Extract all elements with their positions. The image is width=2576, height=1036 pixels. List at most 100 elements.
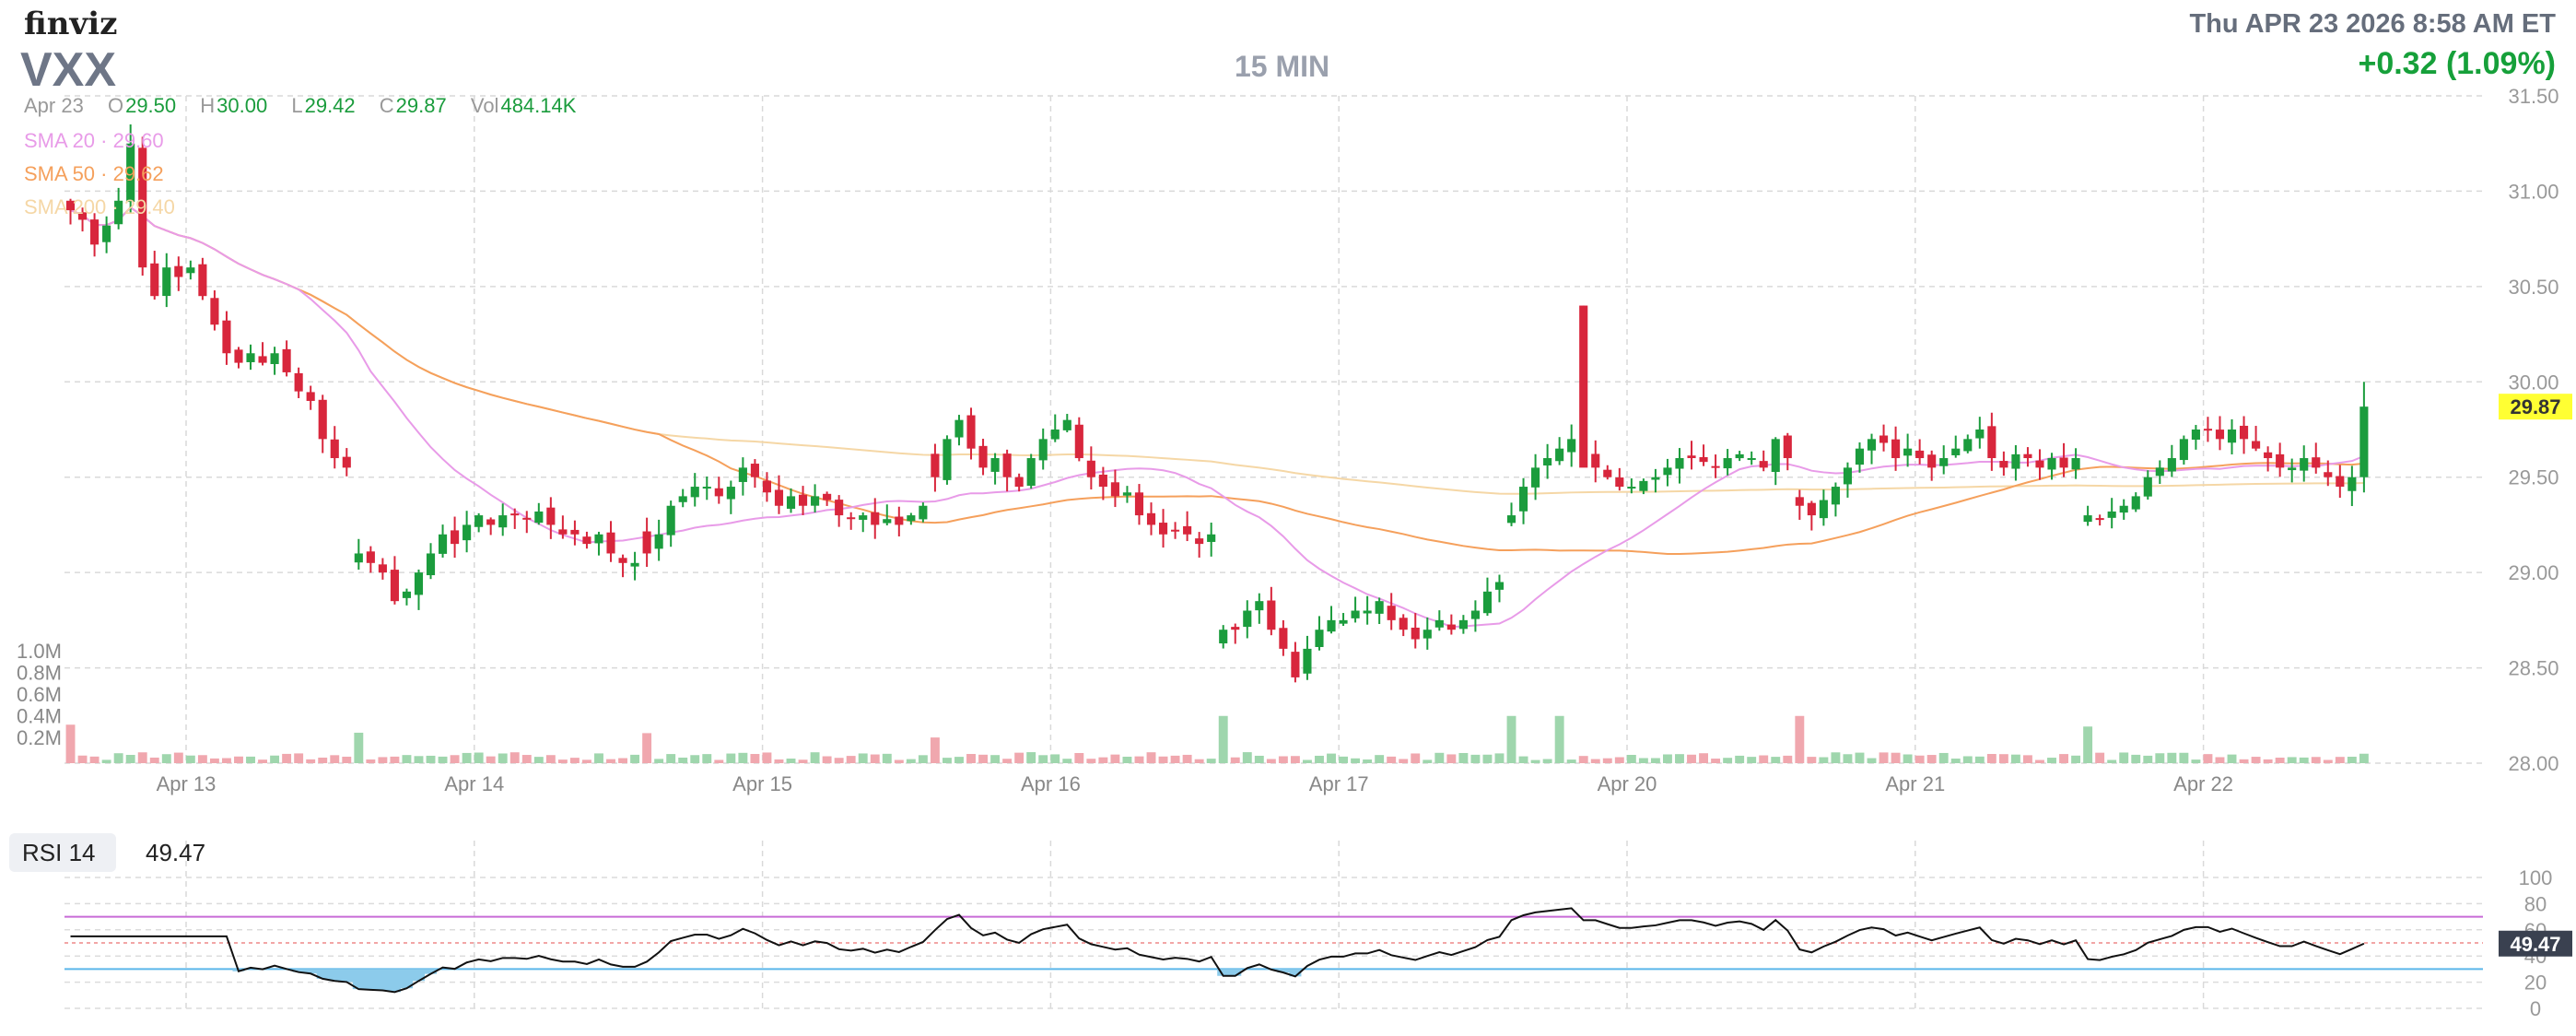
- candle: [750, 459, 759, 489]
- volume-bar: [2107, 759, 2117, 763]
- candle: [2179, 435, 2188, 465]
- candle-body: [1158, 523, 1168, 535]
- candle: [774, 475, 784, 514]
- candle-body: [919, 505, 928, 520]
- open-label: O: [107, 94, 124, 117]
- volume-bar: [954, 757, 964, 763]
- volume-bar: [1062, 759, 1072, 763]
- candle-body: [522, 517, 532, 520]
- candle: [150, 251, 159, 300]
- volume-bar: [1458, 752, 1469, 763]
- volume-bar: [1194, 759, 1204, 763]
- volume-bar: [1650, 758, 1660, 763]
- grid: 28.00 28.50 29.00 29.50 30.00 30.50 31.00 31.50…: [64, 85, 2559, 1008]
- candle: [222, 311, 231, 365]
- volume-bar: [2059, 754, 2069, 763]
- candle: [1567, 424, 1576, 467]
- candle: [378, 558, 387, 580]
- rsi-panel: 10080604020049.47: [64, 866, 2572, 1020]
- candle-body: [1783, 435, 1792, 459]
- candle-body: [2095, 518, 2104, 521]
- candle-body: [1014, 477, 1024, 488]
- volume-bar: [414, 756, 424, 763]
- candle: [498, 503, 508, 536]
- sma20-legend[interactable]: SMA 20 · 29.60: [24, 129, 164, 152]
- candle-body: [690, 487, 699, 498]
- volume-label: Vol: [470, 94, 499, 117]
- volume-bar: [1278, 756, 1288, 763]
- volume-bar: [569, 758, 580, 763]
- candle: [1470, 600, 1480, 632]
- volume-bar: [1122, 756, 1132, 763]
- volume-bar: [2179, 752, 2189, 763]
- candle: [1795, 489, 1804, 520]
- volume-bar: [426, 755, 436, 763]
- candle-body: [2107, 511, 2116, 518]
- rsi-label[interactable]: RSI 14: [9, 833, 116, 872]
- candle: [126, 124, 135, 214]
- volume-bar: [161, 754, 171, 763]
- candle: [1098, 466, 1107, 500]
- candle: [1086, 446, 1095, 490]
- candle: [2336, 465, 2345, 498]
- volume-bar: [2299, 757, 2309, 763]
- volume-bar: [221, 758, 231, 763]
- volume-bar: [1602, 758, 1612, 763]
- volume-bar: [1423, 759, 1433, 763]
- candle: [1987, 412, 1996, 471]
- candle-body: [486, 519, 496, 525]
- rsi-tick-label: 0: [2530, 997, 2541, 1020]
- candle-body: [258, 356, 267, 363]
- candle-body: [150, 263, 159, 297]
- candle-body: [1050, 430, 1060, 440]
- candle-body: [558, 529, 568, 535]
- rsi-line: [70, 907, 2365, 994]
- interval-label[interactable]: 15 MIN: [1235, 50, 1330, 83]
- sma200-legend[interactable]: SMA 200 · 29.40: [24, 195, 175, 218]
- candle-body: [2071, 458, 2080, 470]
- candle: [474, 512, 484, 533]
- sma50-legend[interactable]: SMA 50 · 29.62: [24, 162, 164, 185]
- candle-body: [1411, 627, 1420, 640]
- last-price-label: 29.87: [2510, 395, 2560, 418]
- volume-bar: [1530, 759, 1540, 763]
- candle-body: [1759, 461, 1768, 468]
- candle-body: [1615, 477, 1624, 488]
- volume-bar: [1290, 756, 1300, 763]
- candle: [294, 367, 303, 398]
- candle: [1963, 434, 1973, 453]
- volume-bars: 1.0M0.8M0.6M0.4M0.2M: [17, 640, 2369, 763]
- candle-body: [642, 531, 651, 554]
- candle-body: [2227, 430, 2237, 443]
- y-tick-label: 28.50: [2508, 657, 2558, 680]
- candle-body: [750, 464, 759, 477]
- candle: [1855, 442, 1865, 473]
- volume-bar: [1819, 757, 1829, 763]
- candle-body: [1687, 455, 1696, 459]
- candle: [306, 385, 315, 410]
- candle: [1134, 484, 1144, 525]
- volume-bar: [545, 755, 556, 763]
- volume-bar: [2035, 759, 2044, 763]
- y-tick-label: 31.00: [2508, 180, 2558, 203]
- candle-body: [1303, 648, 1312, 674]
- candle: [1110, 469, 1119, 508]
- candle-body: [1735, 453, 1744, 459]
- volume-bar: [1218, 715, 1228, 763]
- candle: [2083, 505, 2092, 526]
- candle-body: [114, 200, 123, 225]
- candle-body: [1494, 582, 1505, 590]
- candle-body: [2215, 430, 2225, 440]
- candle: [1627, 478, 1636, 494]
- finviz-logo[interactable]: finviz: [24, 6, 118, 42]
- volume-bar: [678, 757, 688, 763]
- candle-body: [811, 496, 820, 506]
- candle-body: [943, 439, 952, 480]
- low-label: L: [291, 94, 303, 117]
- candle: [1026, 453, 1036, 489]
- candle-body: [1183, 525, 1192, 535]
- candle-body: [1855, 448, 1865, 465]
- candle-body: [138, 147, 147, 268]
- candle-body: [2143, 477, 2152, 497]
